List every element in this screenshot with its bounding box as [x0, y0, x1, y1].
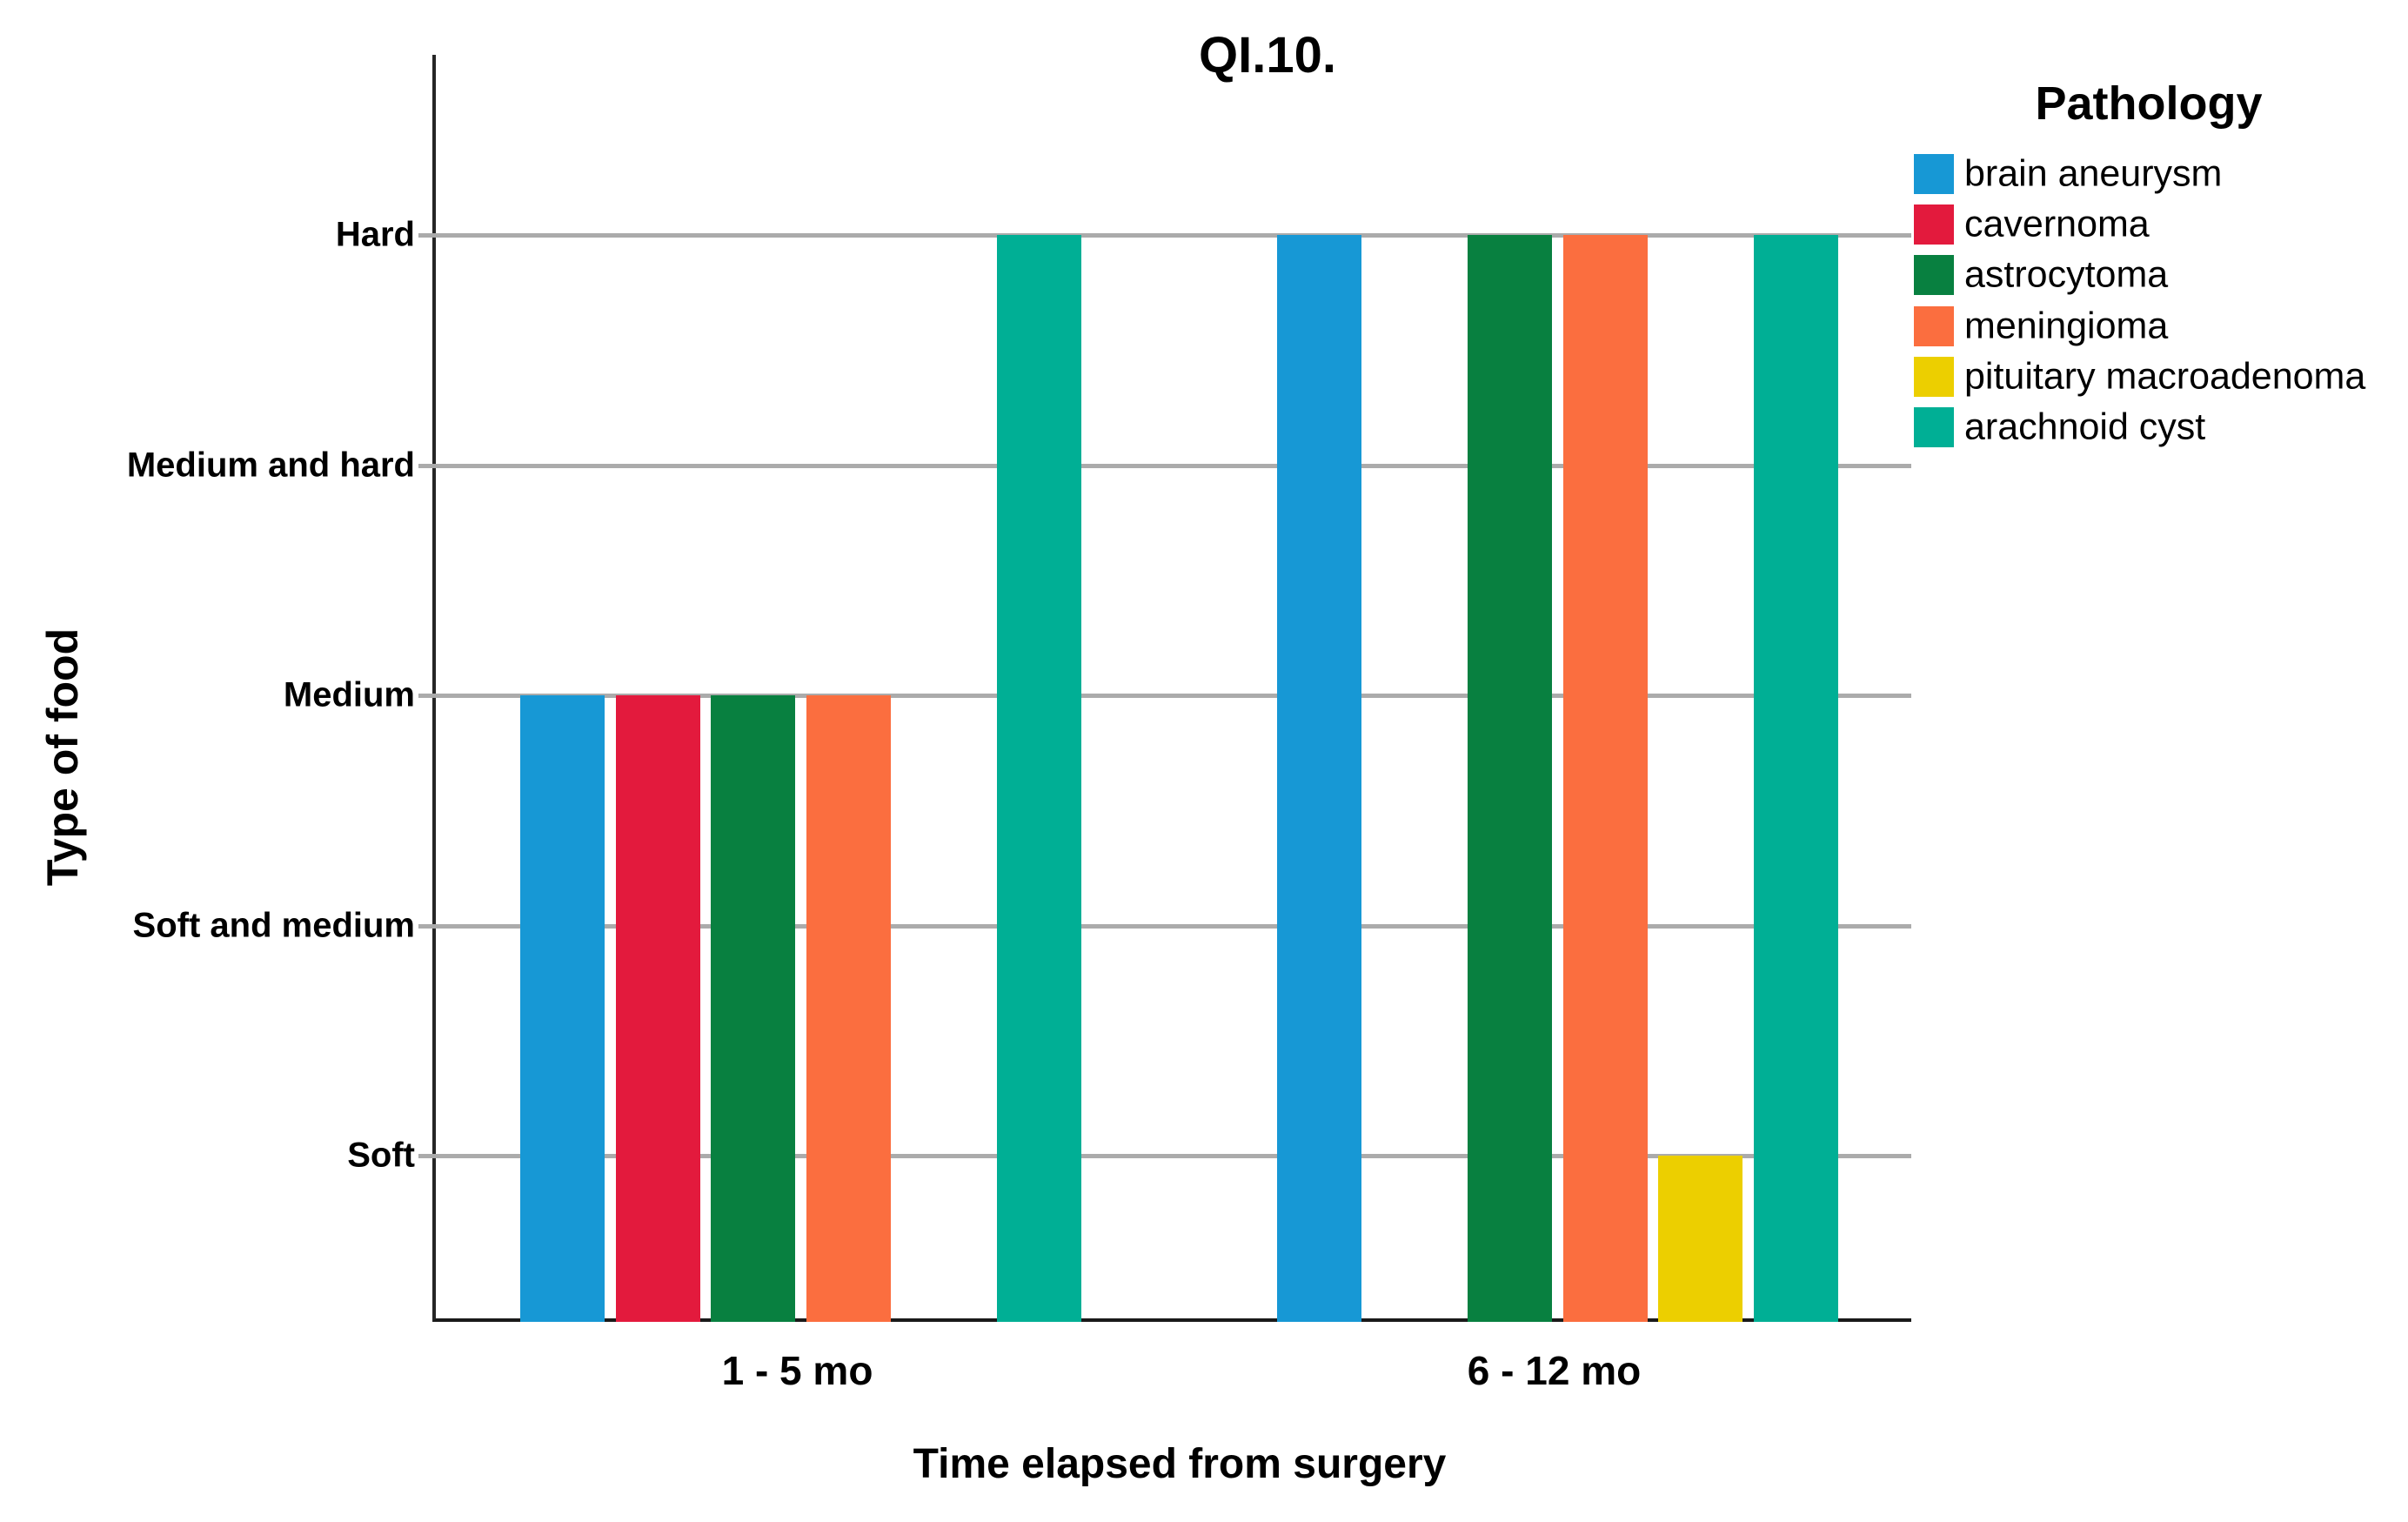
y-tick-label: Medium [283, 675, 415, 714]
legend-swatch-icon [1914, 356, 1954, 397]
legend-label: pituitary macroadenoma [1964, 355, 2366, 398]
gridline [418, 463, 1911, 468]
bar-meningioma-1-5mo [806, 695, 891, 1322]
bar-arachnoid-cyst-1-5mo [997, 235, 1081, 1322]
legend-swatch-icon [1914, 255, 1954, 296]
y-tick-label: Soft and medium [132, 906, 415, 944]
plot-area [418, 55, 1911, 1322]
x-tick-label: 1 - 5 mo [721, 1348, 873, 1393]
y-axis-title: Type of food [38, 627, 87, 887]
legend-label: astrocytoma [1964, 253, 2169, 296]
gridline [418, 233, 1911, 238]
legend-swatch-icon [1914, 407, 1954, 447]
y-tick-label: Medium and hard [126, 446, 415, 484]
legend-swatch-icon [1914, 204, 1954, 245]
bar-meningioma-6-12mo [1562, 235, 1648, 1322]
bar-brain-aneurysm-6-12mo [1277, 235, 1361, 1322]
legend-label: arachnoid cyst [1964, 406, 2206, 448]
bar-astrocytoma-1-5mo [711, 695, 796, 1322]
bar-cavernoma-1-5mo [615, 695, 700, 1322]
bar-brain-aneurysm-1-5mo [520, 695, 605, 1322]
legend-label: meningioma [1964, 305, 2169, 347]
legend-swatch-icon [1914, 305, 1954, 346]
bar-pituitary-macroadenoma-6-12mo [1658, 1156, 1743, 1322]
gridline [418, 923, 1911, 929]
chart-title: QI.10. [1199, 27, 1336, 84]
bar-astrocytoma-6-12mo [1468, 235, 1553, 1322]
gridline [418, 1154, 1911, 1158]
legend-label: brain aneurysm [1964, 152, 2223, 195]
legend-title: Pathology [2035, 77, 2263, 130]
gridline [418, 694, 1911, 698]
y-tick-label: Soft [347, 1136, 415, 1175]
legend-swatch-icon [1914, 154, 1954, 194]
y-tick-label: Hard [335, 215, 415, 254]
x-tick-label: 6 - 12 mo [1467, 1348, 1642, 1393]
bar-arachnoid-cyst-6-12mo [1754, 235, 1838, 1322]
x-axis-title: Time elapsed from surgery [913, 1441, 1447, 1487]
legend-label: cavernoma [1964, 203, 2150, 245]
